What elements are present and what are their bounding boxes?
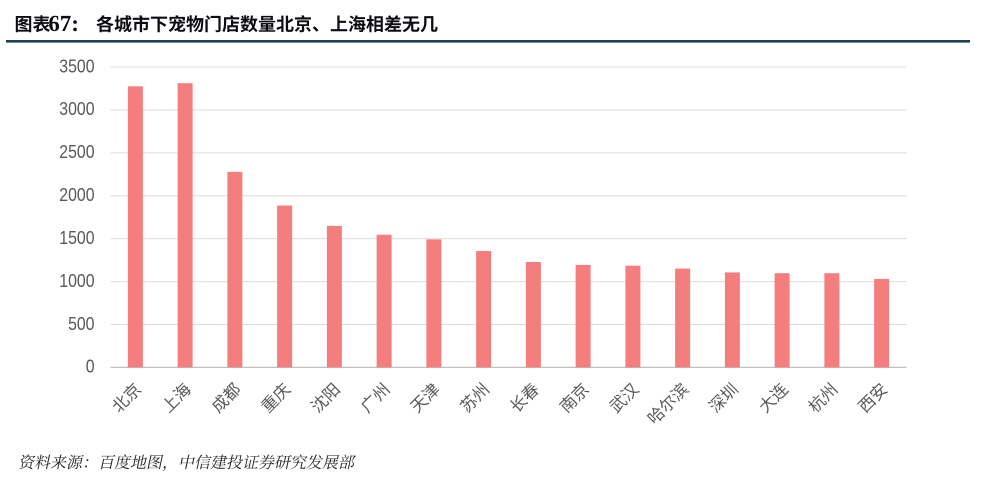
svg-text:1500: 1500 [59, 228, 94, 248]
svg-text:500: 500 [68, 314, 94, 334]
svg-text:3000: 3000 [59, 99, 94, 119]
svg-text:2500: 2500 [59, 142, 94, 162]
svg-text:1000: 1000 [59, 271, 94, 291]
svg-text:3500: 3500 [59, 56, 94, 76]
svg-text:0: 0 [86, 357, 95, 377]
svg-text:2000: 2000 [59, 185, 94, 205]
